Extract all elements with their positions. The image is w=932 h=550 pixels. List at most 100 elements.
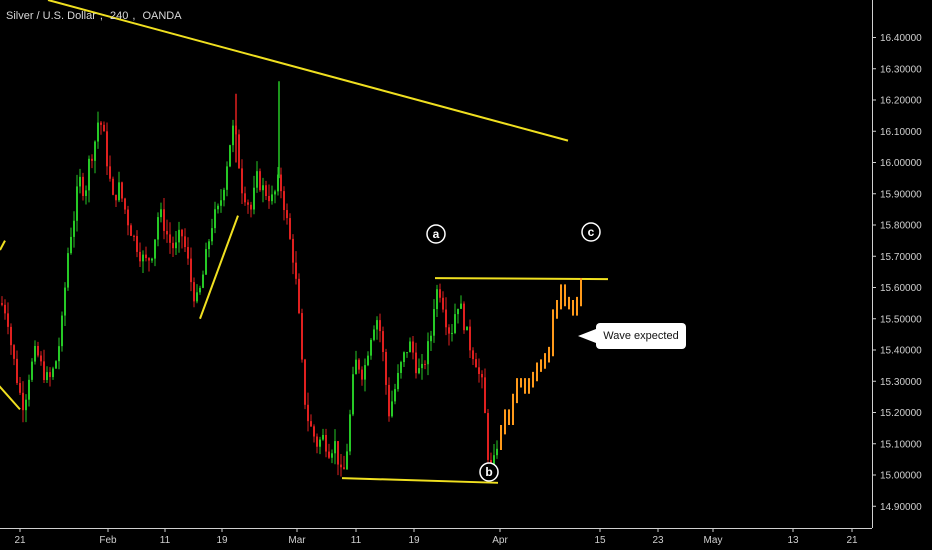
time-tick-label: Apr	[492, 535, 508, 546]
candle-body	[316, 436, 318, 447]
candle-body	[19, 383, 21, 393]
candle-body	[241, 168, 243, 194]
time-tick-label: 11	[160, 535, 171, 546]
time-tick-label: May	[704, 535, 723, 546]
candle-body	[451, 332, 453, 334]
time-tick-label: 13	[787, 535, 799, 546]
trendline	[0, 385, 21, 411]
candle-body	[394, 389, 396, 402]
trendlines	[0, 0, 609, 484]
candle-body	[484, 377, 486, 414]
price-axis-bg	[872, 0, 932, 550]
candle-body	[142, 254, 144, 262]
candle-body	[46, 372, 48, 381]
time-tick-label: 21	[14, 535, 26, 546]
time-tick-label: 21	[846, 535, 858, 546]
candle-body	[91, 158, 93, 161]
candle-body	[61, 315, 63, 347]
candle-body	[259, 171, 261, 191]
candle-body	[244, 193, 246, 203]
candle-body	[436, 289, 438, 310]
wave-label-text: a	[433, 227, 440, 241]
candle-body	[166, 230, 168, 235]
candle-body	[169, 234, 171, 243]
trendline	[434, 277, 609, 281]
candle-body	[121, 182, 123, 199]
candle-body	[100, 122, 102, 125]
price-tick-label: 16.00000	[880, 158, 922, 169]
time-axis-bg	[0, 528, 932, 550]
price-tick-label: 15.30000	[880, 377, 922, 388]
candle-body	[112, 178, 114, 195]
symbol-name: Silver / U.S. Dollar	[6, 10, 96, 22]
candle-body	[496, 448, 498, 456]
candle-body	[1, 303, 3, 305]
price-tick-label: 15.60000	[880, 283, 922, 294]
candle-body	[184, 236, 186, 248]
candle-body	[406, 352, 408, 354]
candle-body	[262, 185, 264, 191]
candle-body	[199, 287, 201, 293]
trendline	[199, 215, 239, 320]
interval: 240	[109, 10, 129, 22]
price-axis[interactable]: 16.40000 16.30000 16.20000 16.10000 16.00000…	[872, 0, 932, 550]
candle-body	[106, 131, 108, 167]
candle-body	[115, 194, 117, 201]
candle-body	[415, 352, 417, 374]
candle-body	[127, 209, 129, 226]
candle-body	[67, 253, 69, 288]
candle-body	[94, 141, 96, 161]
time-tick-label: Feb	[99, 535, 117, 546]
candle-body	[352, 374, 354, 415]
candle-body	[298, 278, 300, 314]
candle-body	[448, 327, 450, 334]
candle-body	[118, 182, 120, 201]
candle-body	[217, 205, 219, 210]
candle-body	[292, 238, 294, 263]
candle-body	[52, 368, 54, 378]
candle-body	[256, 171, 258, 188]
trendline	[0, 240, 6, 251]
candle-body	[88, 158, 90, 191]
time-tick-label: 15	[594, 535, 606, 546]
candle-body	[37, 345, 39, 356]
candlestick-series	[1, 81, 498, 479]
candle-body	[388, 384, 390, 417]
price-tick-label: 15.50000	[880, 314, 922, 325]
candle-body	[487, 413, 489, 460]
candle-body	[76, 186, 78, 221]
candle-body	[319, 439, 321, 447]
candle-body	[4, 304, 6, 314]
projected-wave-series	[500, 278, 582, 450]
candle-body	[424, 363, 426, 365]
price-tick-label: 15.80000	[880, 221, 922, 232]
candle-body	[427, 341, 429, 365]
price-tick-label: 15.40000	[880, 346, 922, 357]
candle-body	[463, 303, 465, 331]
candle-body	[109, 166, 111, 179]
candle-body	[283, 191, 285, 211]
wave-label-text: c	[588, 225, 595, 239]
candle-body	[163, 209, 165, 231]
candle-body	[154, 239, 156, 259]
candle-body	[379, 320, 381, 332]
candle-body	[370, 339, 372, 356]
candle-body	[64, 287, 66, 316]
candle-body	[376, 320, 378, 330]
candle-body	[22, 392, 24, 411]
candle-body	[349, 414, 351, 452]
candle-body	[469, 326, 471, 351]
candle-body	[181, 229, 183, 237]
candle-body	[310, 421, 312, 427]
time-axis[interactable]: 21 Feb 11 19 Mar 11 19 Apr 15 23 May 13 21	[0, 528, 932, 550]
wave-label-text: b	[485, 465, 492, 479]
candle-body	[214, 209, 216, 229]
price-tick-label: 16.40000	[880, 33, 922, 44]
candle-body	[229, 145, 231, 167]
candle-body	[157, 217, 159, 240]
price-tick-label: 15.00000	[880, 471, 922, 482]
candle-body	[31, 361, 33, 380]
wave-label-circle	[426, 224, 446, 244]
candle-body	[325, 434, 327, 452]
